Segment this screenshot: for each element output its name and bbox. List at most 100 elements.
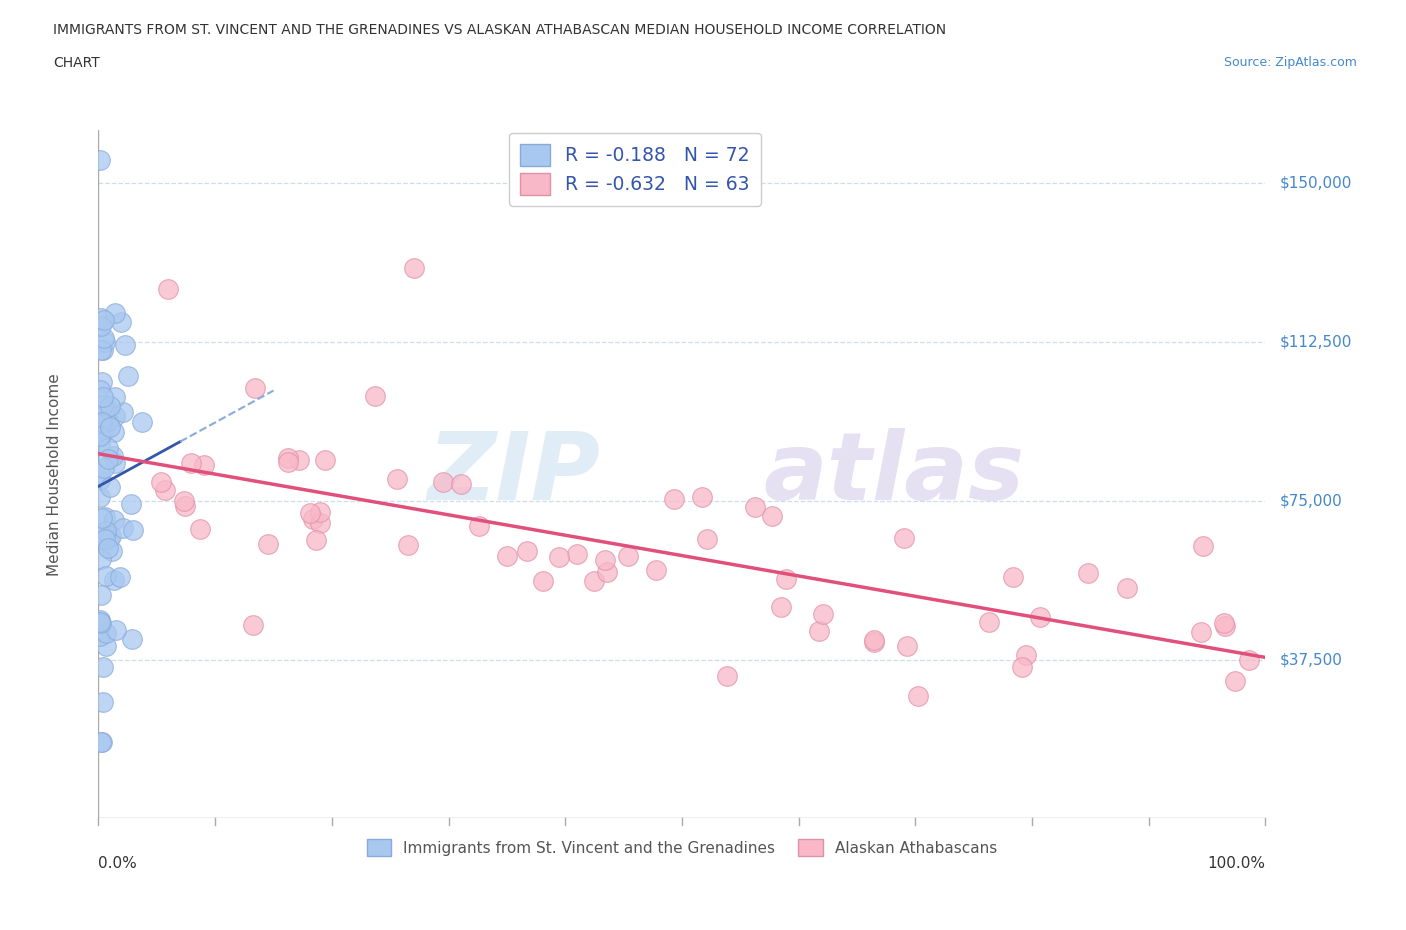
- Point: [305, 533, 328, 548]
- Point: [89, 531, 111, 546]
- Point: [155, 483, 177, 498]
- Point: [98, 419, 121, 434]
- Point: [157, 282, 180, 297]
- Point: [97, 414, 120, 429]
- Point: [664, 491, 686, 506]
- Point: [89, 428, 111, 443]
- Point: [288, 452, 311, 467]
- Point: [108, 570, 131, 585]
- Point: [90, 343, 112, 358]
- Point: [1029, 610, 1052, 625]
- Point: [1215, 618, 1237, 633]
- Point: [173, 494, 195, 509]
- Point: [93, 695, 115, 710]
- Text: $75,000: $75,000: [1279, 493, 1343, 509]
- Point: [90, 588, 112, 603]
- Point: [117, 368, 139, 383]
- Point: [314, 453, 336, 468]
- Point: [89, 613, 111, 628]
- Point: [94, 423, 117, 438]
- Point: [644, 562, 666, 577]
- Point: [893, 530, 915, 545]
- Point: [402, 260, 425, 275]
- Point: [277, 451, 299, 466]
- Point: [769, 600, 792, 615]
- Point: [91, 660, 114, 675]
- Point: [105, 622, 128, 637]
- Point: [299, 505, 322, 520]
- Point: [104, 390, 127, 405]
- Point: [93, 510, 115, 525]
- Text: 100.0%: 100.0%: [1208, 857, 1265, 871]
- Text: CHART: CHART: [53, 56, 100, 70]
- Point: [690, 489, 713, 504]
- Point: [277, 454, 299, 469]
- Point: [89, 153, 111, 167]
- Point: [98, 399, 121, 414]
- Point: [89, 407, 111, 422]
- Point: [94, 531, 117, 546]
- Point: [1002, 569, 1025, 584]
- Text: $37,500: $37,500: [1279, 652, 1343, 667]
- Point: [112, 520, 135, 535]
- Point: [112, 405, 135, 419]
- Point: [242, 618, 264, 632]
- Legend: Immigrants from St. Vincent and the Grenadines, Alaskan Athabascans: Immigrants from St. Vincent and the Gren…: [360, 832, 1004, 862]
- Point: [1077, 565, 1099, 580]
- Point: [94, 569, 117, 584]
- Point: [104, 306, 127, 321]
- Point: [496, 549, 519, 564]
- Point: [761, 509, 783, 524]
- Point: [582, 574, 605, 589]
- Point: [100, 529, 122, 544]
- Point: [775, 571, 797, 586]
- Point: [98, 480, 121, 495]
- Point: [1189, 625, 1212, 640]
- Point: [1011, 659, 1033, 674]
- Point: [1115, 580, 1137, 595]
- Point: [104, 408, 127, 423]
- Point: [432, 474, 454, 489]
- Point: [104, 456, 127, 471]
- Point: [89, 466, 111, 481]
- Point: [744, 499, 766, 514]
- Point: [122, 522, 145, 537]
- Point: [150, 475, 173, 490]
- Text: 0.0%: 0.0%: [98, 857, 138, 871]
- Point: [90, 414, 112, 429]
- Point: [91, 398, 114, 413]
- Point: [516, 543, 538, 558]
- Point: [617, 549, 640, 564]
- Point: [531, 573, 554, 588]
- Point: [596, 565, 619, 579]
- Point: [385, 472, 408, 486]
- Point: [103, 512, 125, 527]
- Point: [93, 390, 115, 405]
- Point: [110, 314, 132, 329]
- Point: [90, 551, 112, 566]
- Text: $112,500: $112,500: [1279, 335, 1351, 350]
- Point: [90, 318, 112, 333]
- Point: [90, 735, 112, 750]
- Point: [97, 531, 120, 546]
- Text: ZIP: ZIP: [427, 429, 600, 520]
- Point: [1191, 538, 1213, 553]
- Point: [90, 375, 112, 390]
- Point: [308, 515, 330, 530]
- Point: [450, 476, 472, 491]
- Point: [1212, 616, 1234, 631]
- Point: [94, 335, 117, 350]
- Point: [96, 639, 118, 654]
- Point: [90, 616, 112, 631]
- Point: [907, 688, 929, 703]
- Point: [121, 631, 143, 646]
- Point: [716, 669, 738, 684]
- Point: [89, 472, 111, 487]
- Point: [89, 615, 111, 630]
- Point: [174, 499, 197, 514]
- Point: [862, 634, 884, 649]
- Point: [103, 424, 125, 439]
- Point: [862, 632, 884, 647]
- Point: [468, 519, 491, 534]
- Point: [94, 524, 117, 538]
